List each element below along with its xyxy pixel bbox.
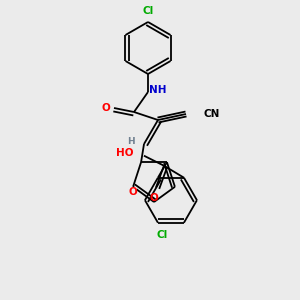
Text: HO: HO [116,148,134,158]
Text: O: O [150,193,158,203]
Text: Cl: Cl [156,230,168,240]
Text: O: O [102,103,110,113]
Text: Cl: Cl [142,6,154,16]
Text: NH: NH [149,85,167,95]
Text: H: H [127,137,135,146]
Text: CN: CN [204,109,220,119]
Text: O: O [129,187,137,197]
